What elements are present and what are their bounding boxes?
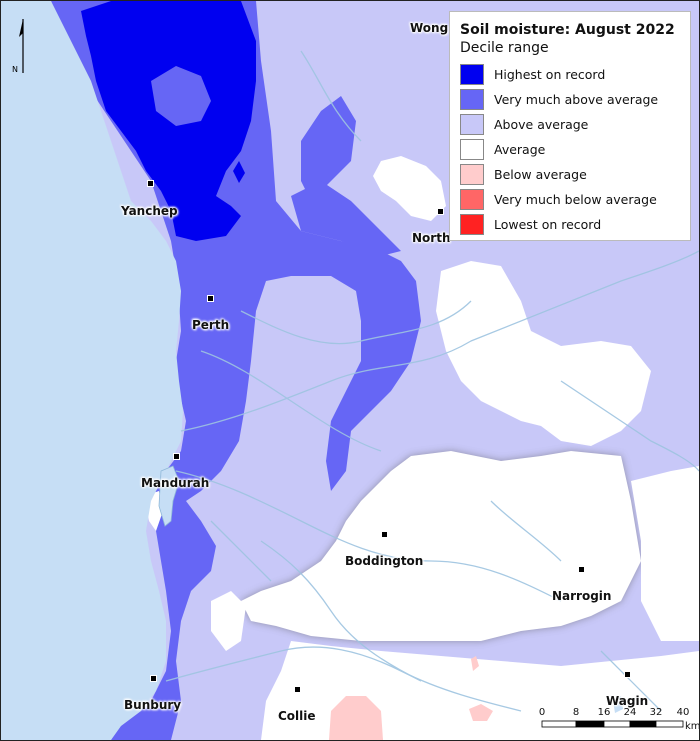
average-region-west [211, 591, 246, 651]
legend-label: Average [494, 142, 546, 157]
scale-bar: 0 8 16 24 32 40 km [539, 707, 699, 737]
scale-tick-label: 8 [572, 707, 580, 718]
scale-bar-graphic [541, 720, 684, 728]
town-label-bunbury: Bunbury [124, 698, 182, 712]
legend-item: Below average [460, 162, 680, 187]
very-much-above-average-region [51, 1, 421, 740]
wagin-lake [613, 696, 623, 713]
town-label-perth: Perth [192, 318, 230, 332]
legend-items: Highest on record Very much above average… [460, 62, 680, 237]
town-label-north: North [412, 231, 451, 245]
highest-on-record-region [81, 1, 256, 241]
north-arrow: N [11, 15, 31, 79]
scale-tick-label: 0 [538, 707, 546, 718]
legend-title: Soil moisture: August 2022 [460, 22, 675, 38]
town-label-boddington: Boddington [345, 554, 424, 568]
legend-swatch [460, 164, 484, 185]
legend-swatch [460, 64, 484, 85]
legend-label: Very much above average [494, 92, 659, 107]
legend-item: Average [460, 137, 680, 162]
very-much-above-average-pocket [151, 66, 211, 126]
town-label-wagin: Wagin [606, 694, 649, 708]
below-average-region-collie [329, 696, 383, 740]
legend-item: Lowest on record [460, 212, 680, 237]
scale-unit: km [685, 721, 700, 732]
legend-item: Highest on record [460, 62, 680, 87]
town-marker-perth [207, 295, 214, 302]
average-region-north-small [373, 156, 446, 221]
town-marker-bunbury [150, 675, 157, 682]
town-marker-yanchep [147, 180, 154, 187]
legend-subtitle: Decile range [460, 40, 549, 56]
legend-swatch [460, 139, 484, 160]
legend-label: Very much below average [494, 192, 657, 207]
very-much-above-average-region-east [301, 96, 356, 201]
legend-swatch [460, 214, 484, 235]
town-marker-north [437, 208, 444, 215]
average-region-east [631, 466, 699, 641]
legend-label: Above average [494, 117, 589, 132]
average-region-south [241, 451, 641, 641]
north-arrow-icon [19, 19, 24, 73]
average-region-northeast [436, 261, 651, 446]
peel-inlet [158, 465, 180, 527]
town-label-wong: Wong [410, 21, 449, 35]
town-label-collie: Collie [278, 709, 316, 723]
town-marker-narrogin [578, 566, 585, 573]
town-label-yanchep: Yanchep [121, 204, 178, 218]
town-marker-wagin [624, 671, 631, 678]
legend-label: Lowest on record [494, 217, 602, 232]
highest-on-record-spot [233, 161, 245, 183]
legend-swatch [460, 114, 484, 135]
scale-tick-label: 40 [676, 707, 690, 718]
legend-item: Very much above average [460, 87, 680, 112]
scale-tick-label: 16 [597, 707, 611, 718]
town-marker-mandurah [173, 453, 180, 460]
scale-tick-label: 32 [649, 707, 663, 718]
town-marker-collie [294, 686, 301, 693]
river-network [165, 30, 699, 712]
legend-swatch [460, 89, 484, 110]
legend-swatch [460, 189, 484, 210]
legend-item: Above average [460, 112, 680, 137]
legend-item: Very much below average [460, 187, 680, 212]
town-label-mandurah: Mandurah [141, 476, 210, 490]
below-average-region-small [469, 704, 493, 721]
town-label-narrogin: Narrogin [552, 589, 612, 603]
below-average-region-dot [471, 656, 479, 671]
town-marker-boddington [381, 531, 388, 538]
north-arrow-label: N [12, 65, 18, 74]
scale-tick-label: 24 [623, 707, 637, 718]
legend-label: Highest on record [494, 67, 606, 82]
very-much-above-average-region-mid [291, 181, 401, 256]
legend: Soil moisture: August 2022 Decile range … [449, 11, 691, 241]
legend-label: Below average [494, 167, 587, 182]
ocean [1, 1, 183, 740]
